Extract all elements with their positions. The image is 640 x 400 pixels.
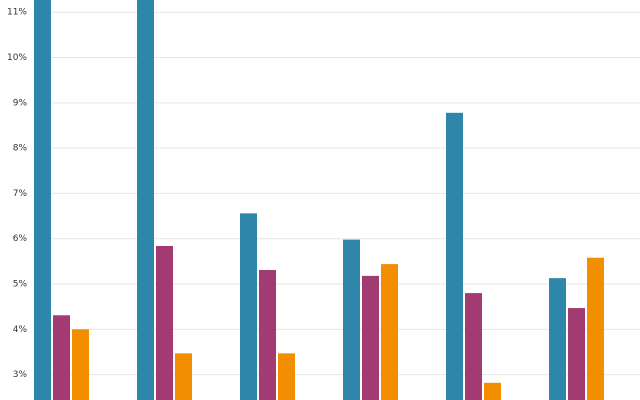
y-tick-label: 9%: [13, 98, 28, 108]
y-tick-label: 3%: [13, 370, 28, 380]
y-tick-label: 8%: [13, 144, 28, 154]
y-tick-label: 6%: [13, 234, 28, 244]
bar: [72, 329, 89, 400]
bar: [362, 275, 379, 400]
bar: [587, 257, 604, 400]
bar: [343, 239, 360, 400]
bar: [175, 353, 192, 400]
bar: [240, 213, 257, 400]
bar: [156, 245, 173, 400]
bar: [34, 0, 51, 400]
bar: [259, 269, 276, 400]
bar: [484, 382, 501, 400]
y-tick-label: 4%: [13, 325, 28, 335]
bar: [381, 264, 398, 400]
bar: [278, 353, 295, 400]
y-tick-label: 7%: [13, 189, 28, 199]
y-tick-label: 10%: [7, 53, 27, 63]
y-tick-label: 5%: [13, 280, 28, 290]
bar: [465, 293, 482, 400]
bar: [137, 0, 154, 400]
bar: [549, 278, 566, 400]
y-tick-label: 11%: [7, 8, 27, 18]
bar: [53, 315, 70, 400]
bar: [568, 308, 585, 400]
bar: [446, 112, 463, 400]
